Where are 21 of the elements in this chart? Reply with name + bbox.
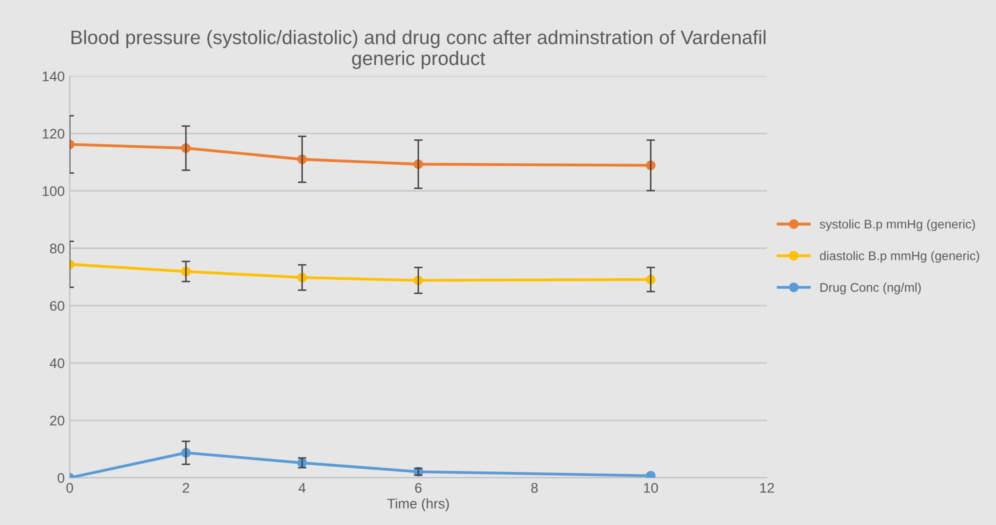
y-tick-label: 0 [58, 473, 64, 483]
y-tick-label: 140 [42, 71, 64, 82]
y-tick-label: 100 [42, 186, 64, 196]
x-tick-label: 6 [415, 482, 422, 493]
y-tick-label: 20 [50, 416, 64, 426]
x-axis-title: Time (hrs) [387, 498, 449, 512]
x-tick-label: 12 [760, 482, 774, 493]
chart-title: Blood pressure (systolic/diastolic) and drug conc after adminstration of Vardenafil generic product [72, 30, 766, 70]
legend-label: diastolic B.p mmHg (generic) [820, 251, 980, 263]
x-tick-label: 4 [298, 483, 306, 493]
x-tick-label: 0 [66, 482, 74, 493]
x-tick-label: 2 [182, 482, 190, 493]
legend-label: Drug Conc (ng/ml) [820, 282, 921, 294]
legend-label: systolic B.p mmHg (generic) [820, 219, 975, 232]
x-tick-label: 10 [644, 482, 658, 493]
y-tick-label: 40 [50, 358, 64, 368]
y-tick-label: 60 [50, 300, 64, 311]
x-tick-label: 8 [531, 482, 538, 493]
y-tick-label: 120 [42, 128, 64, 139]
point [646, 470, 656, 478]
y-tick-label: 80 [50, 244, 64, 254]
